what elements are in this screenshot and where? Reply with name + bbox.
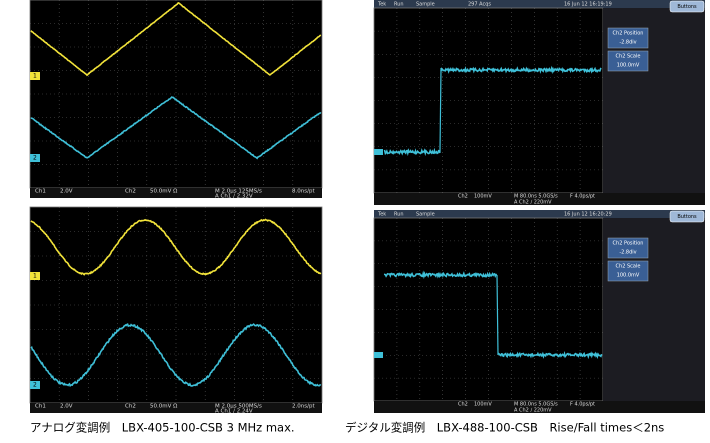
channel-marker (374, 352, 383, 358)
channel-marker (30, 272, 40, 280)
menu-title: Ch2 Position (613, 241, 644, 247)
status-bar (30, 188, 322, 198)
button (669, 210, 705, 223)
status-bar (30, 403, 322, 413)
top-bar-text: Sample (416, 2, 435, 8)
status-text: A Ch1 ∕ 2.32V (215, 193, 253, 200)
channel-marker (30, 381, 40, 389)
channel-marker-label: 2 (33, 155, 37, 162)
status-text: M 80.0ns 5.0GS/s (514, 194, 558, 200)
status-text: Ch2 (458, 194, 468, 200)
status-text: F 4.0ps/pt (570, 402, 595, 408)
status-text: A Ch2 ∕ 220mV (514, 200, 552, 206)
ch2-trace (383, 147, 441, 157)
status-bar (374, 401, 705, 413)
top-bar-text: 16 Jun 12 16:19:19 (564, 2, 612, 8)
screen (374, 218, 603, 401)
ch2-trace (440, 65, 602, 75)
ch2-trace (30, 96, 322, 160)
top-bar (374, 210, 705, 218)
status-text: 100mV (474, 194, 492, 200)
top-bar-text: Tek (377, 212, 386, 218)
channel-marker (30, 72, 40, 80)
channel-marker-label: 2 (33, 382, 37, 389)
channel-marker-label: 1 (33, 73, 37, 80)
status-text: 100mV (474, 402, 492, 408)
ch1-trace (30, 218, 322, 276)
status-text: Ch1 (35, 404, 46, 410)
top-bar (374, 0, 705, 8)
menu-box (607, 50, 649, 72)
status-text: M 2.0μs 500MS/s (215, 404, 262, 410)
menu-title: Ch2 Position (613, 31, 644, 37)
status-text: F 4.0ps/pt (570, 194, 595, 200)
status-text: Ch2 (125, 189, 136, 195)
top-bar-text: Run (394, 212, 404, 218)
button-label: Buttons (677, 4, 697, 10)
top-bar-text: Run (394, 2, 404, 8)
button (669, 0, 705, 13)
status-text: 2.0V (60, 189, 73, 195)
status-text: 50.0mV Ω (150, 189, 177, 195)
menu-value: 100.0mV (617, 63, 640, 69)
top-bar-text: 16 Jun 12 16:20:29 (564, 212, 612, 218)
caption: デジタル変調例 LBX-488-100-CSB Rise/Fall times＜… (345, 421, 664, 435)
channel-marker-label: 1 (33, 273, 37, 280)
top-bar-text: Tek (377, 2, 386, 8)
menu-value: -2.8div (619, 250, 636, 256)
status-text: Ch2 (125, 404, 136, 410)
button-label: Buttons (677, 214, 697, 220)
top-bar-text: Sample (416, 212, 435, 218)
ch2-trace (497, 350, 603, 360)
status-text: 2.0V (60, 404, 73, 410)
channel-marker (30, 154, 40, 162)
channel-marker (374, 149, 383, 155)
menu-box (607, 260, 649, 282)
menu-box (607, 27, 649, 49)
status-text: M 2.0μs 125MS/s (215, 189, 262, 195)
status-text: 2.0ns/pt (292, 404, 315, 410)
menu-title: Ch2 Scale (616, 54, 641, 60)
ch2-trace (383, 270, 498, 280)
status-text: A Ch2 ∕ 220mV (514, 408, 552, 414)
ch2-trace (30, 323, 322, 387)
status-text: 50.0mV Ω (150, 404, 177, 410)
status-bar (374, 193, 705, 205)
status-text: M 80.0ns 5.0GS/s (514, 402, 558, 408)
ch2-edge (496, 274, 499, 356)
menu-title: Ch2 Scale (616, 264, 641, 270)
status-text: Ch2 (458, 402, 468, 408)
ch2-edge (439, 67, 442, 153)
menu-value: 100.0mV (617, 273, 640, 279)
caption: アナログ変調例 LBX-405-100-CSB 3 MHz max. (30, 421, 295, 435)
ch1-trace (30, 2, 322, 77)
menu-box (607, 237, 649, 259)
status-text: Ch1 (35, 189, 46, 195)
status-text: A Ch1 ∕ 2.24V (215, 408, 253, 415)
top-bar-text: 297 Acqs (468, 2, 491, 8)
menu-value: -2.8div (619, 40, 636, 46)
status-text: 8.0ns/pt (292, 189, 315, 195)
